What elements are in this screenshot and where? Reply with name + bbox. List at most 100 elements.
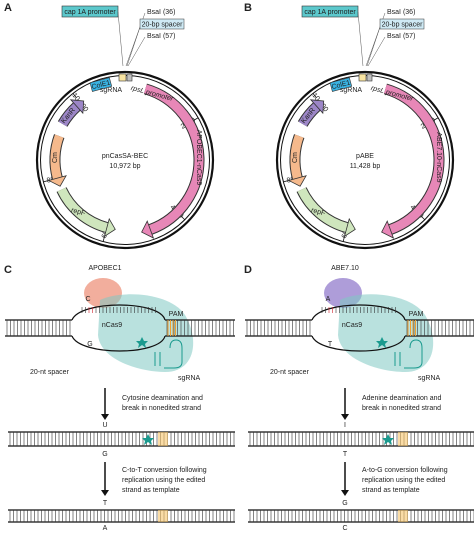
bsai-label: BsaI (57) (147, 33, 175, 40)
pam-highlight (398, 432, 408, 446)
nick-star (376, 337, 388, 348)
promoter-label: cap 1A promoter (304, 9, 356, 16)
intermediate-bottom: G (102, 451, 107, 458)
dna-bubble (71, 335, 166, 352)
panel-label: B (244, 2, 252, 14)
tick-mark (342, 236, 345, 242)
kanr-arrow-head (309, 99, 325, 115)
plasmid-name: pABE (356, 153, 374, 160)
step-text: strand as template (122, 487, 180, 494)
cm-label: Cm (292, 152, 299, 163)
dna-bubble (311, 335, 406, 352)
step-text: break in nonedited strand (122, 405, 201, 412)
tick-mark (43, 180, 49, 183)
spacer-label: 20-bp spacer (142, 21, 184, 28)
promoter-label: cap 1A promoter (64, 9, 116, 16)
callout-line (367, 36, 386, 67)
tick-mark (180, 215, 186, 221)
repf-arrow-head (103, 217, 116, 238)
kanr-arrow-head (69, 99, 85, 115)
pam-label: PAM (409, 311, 424, 318)
step-text: Adenine deamination and (362, 395, 442, 402)
repf-label: repF (310, 207, 326, 217)
process-arrow-head (101, 490, 109, 496)
editor-arrow-head (141, 220, 155, 239)
cole1-label: ColE1 (331, 79, 351, 91)
opposite-base: G (87, 341, 92, 348)
callout-line (117, 11, 124, 67)
tick-mark (283, 180, 289, 183)
guide-label: sgRNA (418, 375, 441, 382)
tick-mark (72, 93, 77, 98)
product-top: T (103, 500, 108, 507)
guide-label: sgRNA (178, 375, 201, 382)
intermediate-bottom: T (343, 451, 348, 458)
callout-line (357, 11, 364, 67)
panel-label: D (244, 264, 252, 276)
repf-arrow (297, 187, 349, 232)
dna-bubble (311, 304, 406, 321)
cm-arrow-head (287, 175, 307, 187)
enzyme-label: APOBEC1 (88, 265, 121, 272)
repf-arrow-head (343, 217, 356, 238)
spacer-label: 20-nt spacer (270, 369, 310, 376)
backbone (275, 70, 455, 250)
callout-line (366, 26, 381, 67)
bsai-label: BsaI (36) (147, 9, 175, 16)
opposite-base: T (328, 341, 333, 348)
sgrna-hairpin (394, 339, 423, 369)
pam-label: PAM (169, 311, 184, 318)
editor-arrow (144, 84, 204, 234)
tick-mark (433, 117, 439, 121)
plasmid-size: 10,972 bp (109, 163, 140, 170)
callout-line (126, 26, 141, 67)
cm-arrow-head (47, 175, 67, 187)
repf-label: repF (70, 207, 86, 217)
sgrna-hairpin (154, 339, 183, 369)
spacer-label: 20-nt spacer (30, 369, 70, 376)
cm-arrow (50, 134, 64, 180)
nick-star (142, 434, 154, 445)
process-arrow-head (341, 414, 349, 420)
product-bottom: A (103, 525, 108, 532)
promoter-box (301, 5, 359, 18)
pam-highlight (158, 432, 168, 446)
promoter-box (61, 5, 119, 18)
tick-mark (312, 93, 317, 98)
editor-label: ABE7.10-nCas9 (435, 132, 442, 182)
step-text: break in nonedited strand (362, 405, 441, 412)
process-arrow-head (101, 414, 109, 420)
spacer-label: 20-bp spacer (382, 21, 424, 28)
sgrna-label: sgRNA (340, 87, 363, 94)
nickase-label: nCas9 (342, 322, 362, 329)
rpsl-box (118, 73, 127, 82)
intermediate-top: U (102, 422, 107, 429)
sgrna-box (126, 73, 133, 82)
spacer-box (139, 18, 185, 30)
cole1-label: ColE1 (91, 79, 111, 91)
editor-label: APOBEC1-nCas9 (195, 130, 202, 186)
cas9 (338, 294, 434, 372)
backbone (35, 70, 215, 250)
target-base: C (85, 296, 90, 303)
cole1-box (329, 77, 353, 92)
target-base: A (326, 296, 331, 303)
product-bottom: C (342, 525, 347, 532)
plasmid-name: pnCasSA-BEC (102, 153, 148, 160)
editor-arrow-head (381, 220, 395, 239)
cas9 (98, 294, 194, 372)
spacer-box (379, 18, 425, 30)
sgrna-label: sgRNA (100, 87, 123, 94)
cm-label: Cm (52, 152, 59, 163)
nick-star (382, 434, 394, 445)
nickase-label: nCas9 (102, 322, 122, 329)
dna-bubble (71, 304, 166, 321)
cm-arrow (290, 134, 304, 180)
rpsl-box (358, 73, 367, 82)
step-text: replication using the edited (362, 477, 445, 484)
plasmid-size: 11,428 bp (350, 163, 381, 170)
product-top: G (342, 500, 347, 507)
step-text: C-to-T conversion following (122, 467, 207, 474)
bsai-label: BsaI (57) (387, 33, 415, 40)
